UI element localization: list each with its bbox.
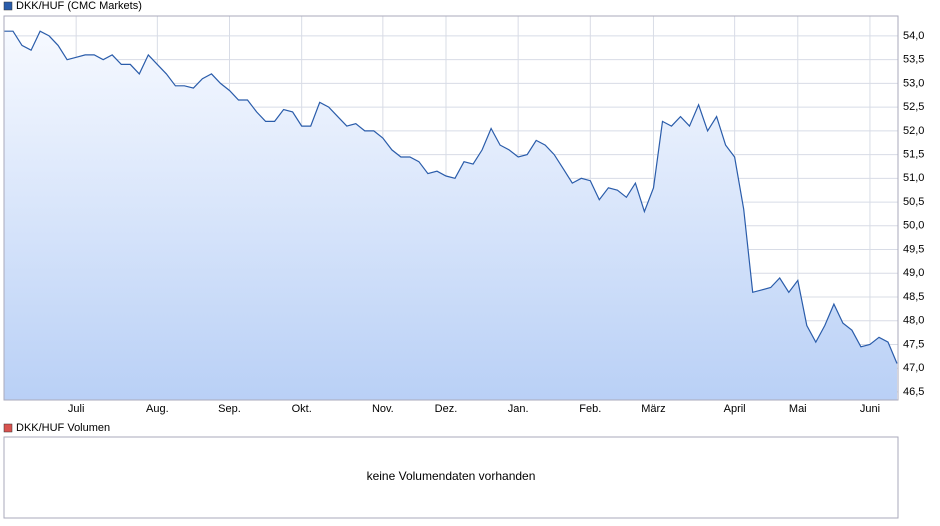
- y-tick-label: 48,5: [903, 291, 924, 303]
- x-tick-label: Aug.: [146, 403, 169, 415]
- y-tick-label: 46,5: [903, 386, 924, 398]
- x-tick-label: Feb.: [579, 403, 601, 415]
- line: [4, 30, 898, 364]
- y-tick-label: 50,5: [903, 196, 924, 208]
- legend-label: DKK/HUF (CMC Markets): [16, 0, 142, 12]
- x-tick-label: Nov.: [372, 403, 394, 415]
- x-tick-label: Jan.: [508, 403, 529, 415]
- volume-frame: [3, 436, 899, 519]
- y-tick-label: 49,5: [903, 243, 924, 255]
- y-tick-label: 53,5: [903, 54, 924, 66]
- x-tick-label: April: [724, 403, 746, 415]
- x-tick-label: Okt.: [292, 403, 312, 415]
- y-tick-label: 54,0: [903, 30, 924, 42]
- x-tick-label: Mai: [789, 403, 807, 415]
- legend-swatch: [3, 423, 13, 433]
- y-tick-label: 50,0: [903, 220, 924, 232]
- volume-message: keine Volumendaten vorhanden: [367, 469, 536, 483]
- y-tick-label: 48,0: [903, 315, 924, 327]
- y-tick-label: 47,5: [903, 338, 924, 350]
- plot-frame: [3, 15, 899, 401]
- y-tick-label: 47,0: [903, 362, 924, 374]
- y-tick-label: 51,0: [903, 172, 924, 184]
- x-tick-label: Juli: [68, 403, 85, 415]
- x-tick-label: Sep.: [218, 403, 241, 415]
- area: [4, 31, 897, 400]
- legend-swatch: [3, 1, 13, 11]
- x-tick-label: März: [641, 403, 665, 415]
- y-tick-label: 53,0: [903, 77, 924, 89]
- y-tick-label: 49,0: [903, 267, 924, 279]
- legend-label: DKK/HUF Volumen: [16, 422, 110, 434]
- y-tick-label: 52,5: [903, 101, 924, 113]
- y-tick-label: 52,0: [903, 125, 924, 137]
- x-tick-label: Juni: [860, 403, 880, 415]
- x-tick-label: Dez.: [435, 403, 458, 415]
- y-tick-label: 51,5: [903, 149, 924, 161]
